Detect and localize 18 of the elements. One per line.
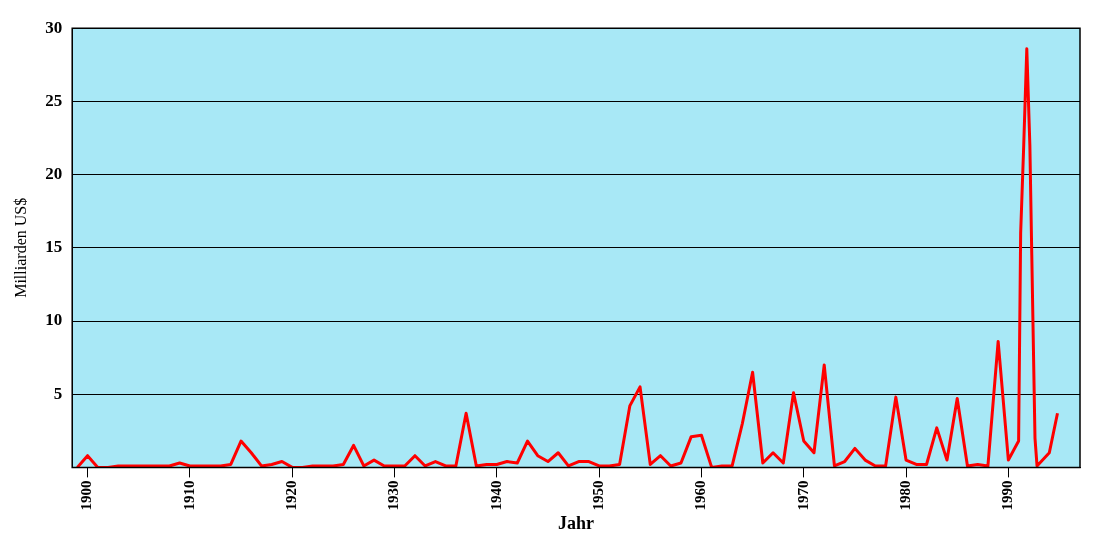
x-tick-label: 1980 (896, 480, 913, 511)
x-axis-title: Jahr (558, 512, 595, 533)
y-tick-label: 10 (45, 310, 63, 330)
x-tick-label: 1960 (692, 480, 709, 511)
x-tick-label: 1930 (385, 480, 402, 511)
x-tick-label: 1970 (794, 480, 811, 511)
y-tick-label: 5 (53, 383, 63, 403)
y-tick-label: 20 (45, 163, 63, 183)
y-tick-label: 15 (45, 237, 63, 257)
x-tick-label: 1940 (487, 480, 504, 511)
y-tick-label: 30 (45, 17, 63, 37)
x-tick-label: 1910 (180, 480, 197, 511)
x-tick-label: 1950 (590, 480, 606, 511)
x-tick-label: 1990 (999, 480, 1016, 511)
y-axis-title: Milliarden US$ (11, 197, 29, 298)
x-tick-label: 1920 (283, 480, 300, 511)
x-tick-label: 1900 (78, 480, 95, 511)
y-tick-label: 25 (45, 90, 63, 110)
